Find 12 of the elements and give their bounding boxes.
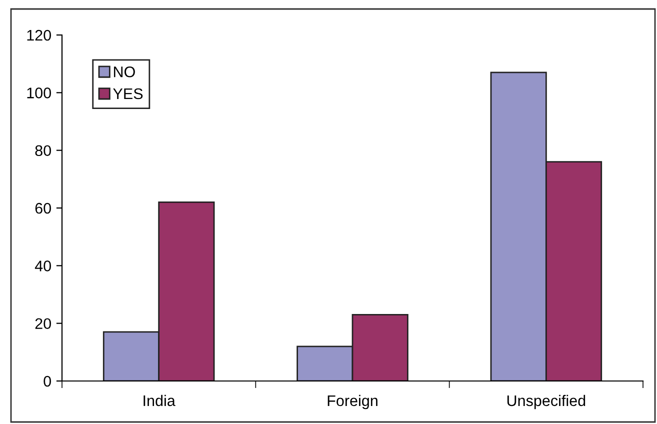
y-tick-label: 40	[34, 260, 51, 272]
legend-label: NO	[114, 66, 135, 78]
y-tick-label: 100	[27, 88, 51, 98]
x-tick-label: India	[144, 394, 176, 406]
x-tick-label: Unspecified	[507, 394, 586, 410]
y-tick-label: 80	[35, 145, 51, 156]
y-tick-label: 60	[35, 202, 51, 214]
y-tick-label: 120	[27, 30, 51, 41]
y-tick-label: 0	[44, 376, 51, 387]
legend-label: YES	[113, 88, 143, 100]
y-tick-label: 20	[35, 318, 51, 330]
x-tick-label: Foreign	[328, 394, 378, 410]
